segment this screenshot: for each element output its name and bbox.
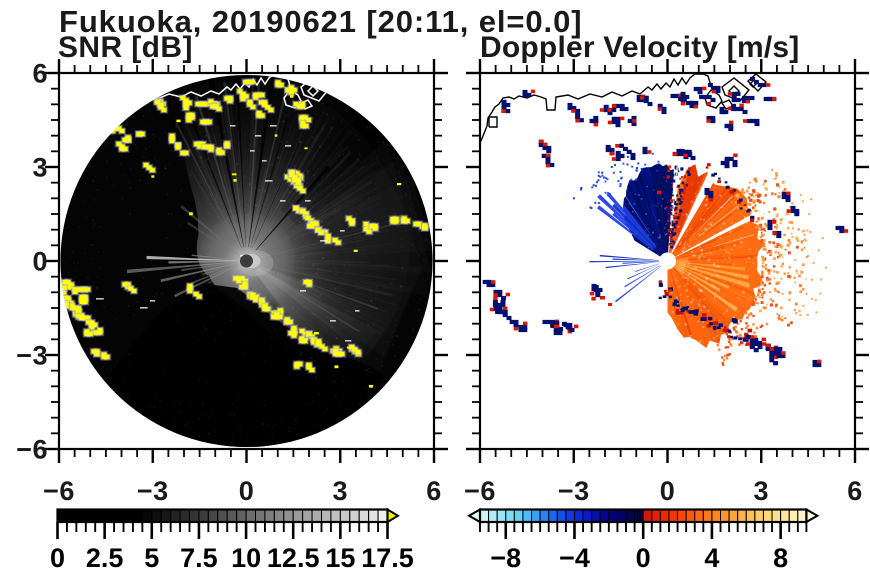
svg-text:−3: −3 (137, 476, 169, 506)
svg-text:2.5: 2.5 (86, 543, 124, 570)
svg-text:−8: −8 (490, 543, 521, 570)
svg-text:−3: −3 (16, 341, 48, 371)
svg-text:6: 6 (426, 476, 442, 506)
svg-text:12.5: 12.5 (267, 543, 320, 570)
svg-text:3: 3 (753, 476, 769, 506)
svg-text:−3: −3 (558, 476, 590, 506)
svg-text:17.5: 17.5 (361, 543, 414, 570)
svg-text:15: 15 (325, 543, 355, 570)
svg-text:0: 0 (636, 543, 651, 570)
svg-text:6: 6 (847, 476, 863, 506)
svg-text:SNR [dB]: SNR [dB] (58, 31, 193, 64)
svg-text:−6: −6 (464, 476, 496, 506)
svg-text:3: 3 (32, 153, 48, 183)
svg-text:Fukuoka, 20190621 [20:11, el=0: Fukuoka, 20190621 [20:11, el=0.0] (59, 4, 582, 39)
svg-text:7.5: 7.5 (180, 543, 218, 570)
svg-text:6: 6 (32, 59, 48, 89)
svg-text:3: 3 (332, 476, 348, 506)
svg-text:5: 5 (144, 543, 159, 570)
svg-text:−6: −6 (16, 435, 48, 465)
svg-text:4: 4 (704, 543, 719, 570)
svg-text:0: 0 (660, 476, 676, 506)
svg-text:0: 0 (50, 543, 65, 570)
svg-text:Doppler Velocity [m/s]: Doppler Velocity [m/s] (480, 31, 799, 64)
svg-text:−4: −4 (559, 543, 590, 570)
svg-text:−6: −6 (43, 476, 75, 506)
svg-text:0: 0 (32, 247, 48, 277)
svg-text:0: 0 (239, 476, 255, 506)
svg-text:8: 8 (773, 543, 788, 570)
svg-text:10: 10 (231, 543, 261, 570)
